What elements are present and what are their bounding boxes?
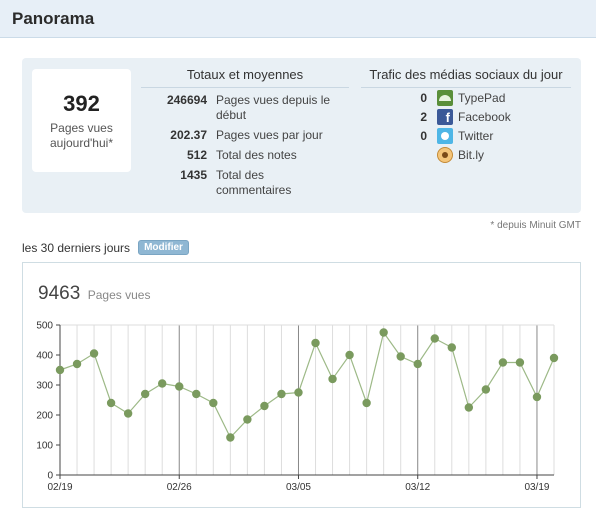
chart-total-value: 9463 bbox=[38, 283, 81, 304]
totals-label-line2: commentaires bbox=[216, 183, 292, 197]
data-point bbox=[158, 379, 167, 388]
data-point bbox=[175, 382, 184, 391]
facebook-icon: f bbox=[437, 108, 453, 125]
totals-row: 512 Total des notes bbox=[141, 147, 349, 163]
data-point bbox=[123, 409, 133, 418]
data-point bbox=[379, 328, 388, 337]
totals-label: Pages vues par jour bbox=[216, 128, 323, 142]
data-point bbox=[328, 374, 337, 384]
social-row-typepad: 0 TypePad bbox=[361, 88, 571, 107]
data-point bbox=[89, 349, 99, 358]
totals-row: 246694 Pages vues depuis le début bbox=[141, 92, 349, 123]
data-point bbox=[192, 389, 201, 399]
x-tick-label: 02/19 bbox=[47, 482, 72, 493]
today-views-label-line1: Pages vues bbox=[50, 121, 113, 135]
data-point bbox=[396, 352, 405, 361]
social-label: Bit.ly bbox=[458, 147, 485, 162]
date-range-label: les 30 derniers jours bbox=[22, 240, 131, 255]
stats-panel: 392 Pages vues aujourd'hui* Totaux et mo… bbox=[22, 58, 581, 213]
totals-title: Totaux et moyennes bbox=[141, 67, 349, 88]
data-point bbox=[277, 389, 286, 399]
data-point bbox=[311, 338, 320, 348]
chart-total: 9463 Pages vues bbox=[38, 283, 150, 305]
y-tick-label: 300 bbox=[36, 381, 53, 392]
data-point bbox=[72, 359, 82, 369]
data-point bbox=[481, 385, 491, 394]
totals-row: 202.37 Pages vues par jour bbox=[141, 127, 349, 143]
x-tick-label: 03/12 bbox=[405, 482, 430, 493]
social-row-twitter: 0 Twitter bbox=[361, 126, 571, 145]
page-title: Panorama bbox=[12, 9, 95, 28]
social-row-facebook: 2 f Facebook bbox=[361, 107, 571, 126]
y-tick-label: 400 bbox=[36, 351, 53, 362]
social-label: Facebook bbox=[458, 109, 511, 124]
twitter-icon bbox=[437, 127, 453, 144]
timezone-footnote: * depuis Minuit GMT bbox=[490, 220, 581, 231]
data-point bbox=[106, 398, 116, 408]
x-tick-label: 02/26 bbox=[167, 482, 192, 493]
today-views-label: Pages vues aujourd'hui* bbox=[32, 121, 131, 151]
totals-label: Total des commentaires bbox=[216, 167, 344, 198]
data-point bbox=[549, 353, 559, 363]
date-range-bar: les 30 derniers jours Modifier bbox=[22, 240, 189, 255]
totals-label-line1: Total des bbox=[216, 168, 265, 182]
y-tick-label: 0 bbox=[47, 471, 53, 482]
data-point bbox=[532, 392, 542, 402]
social-label: TypePad bbox=[458, 90, 506, 105]
totals-value: 202.37 bbox=[170, 128, 207, 142]
data-point bbox=[498, 358, 508, 367]
data-point bbox=[226, 433, 235, 442]
data-point bbox=[362, 398, 371, 408]
totals-value: 512 bbox=[186, 148, 207, 162]
data-point bbox=[209, 398, 218, 408]
pageviews-line-chart: 0 100 200 300 400 500 02/19 02/26 03/05 03/12 03/1… bbox=[36, 321, 559, 493]
today-views-box: 392 Pages vues aujourd'hui* bbox=[32, 69, 131, 172]
data-point bbox=[345, 350, 354, 360]
y-tick-label: 500 bbox=[36, 321, 53, 332]
chart-total-unit: Pages vues bbox=[87, 288, 151, 302]
today-views-value: 392 bbox=[63, 91, 100, 116]
data-point bbox=[294, 388, 303, 397]
data-point bbox=[430, 334, 439, 343]
totals-row: 1435 Total des commentaires bbox=[141, 167, 349, 198]
totals-value: 246694 bbox=[166, 93, 207, 107]
data-point bbox=[140, 389, 150, 399]
social-traffic-section: Trafic des médias sociaux du jour 0 Type… bbox=[361, 67, 571, 164]
totals-value: 1435 bbox=[180, 168, 207, 182]
data-point bbox=[515, 358, 525, 367]
social-row-bitly: Bit.ly bbox=[361, 145, 571, 164]
totals-section: Totaux et moyennes 246694 Pages vues dep… bbox=[141, 67, 349, 198]
totals-label: Pages vues depuis le début bbox=[216, 92, 344, 123]
data-point bbox=[243, 415, 252, 424]
totals-label-line1: Pages vues depuis le bbox=[216, 93, 331, 107]
modify-range-button[interactable]: Modifier bbox=[138, 240, 189, 255]
social-count: 2 bbox=[420, 109, 427, 124]
social-count: 0 bbox=[420, 128, 427, 143]
panorama-header: Panorama bbox=[0, 0, 596, 38]
data-point bbox=[464, 403, 474, 412]
totals-label: Total des notes bbox=[216, 148, 297, 162]
data-point bbox=[260, 401, 269, 411]
pageviews-chart-box: 9463 Pages vues 0 100 200 300 400 500 02/19 02/… bbox=[22, 262, 581, 508]
data-point bbox=[413, 359, 422, 369]
bitly-icon bbox=[437, 146, 453, 163]
data-point bbox=[55, 365, 65, 375]
social-label: Twitter bbox=[458, 128, 494, 143]
y-tick-label: 100 bbox=[36, 441, 53, 452]
x-tick-label: 03/19 bbox=[524, 482, 549, 493]
y-tick-label: 200 bbox=[36, 411, 53, 422]
series-line bbox=[59, 331, 555, 439]
today-views-label-line2: aujourd'hui* bbox=[49, 136, 113, 150]
social-count: 0 bbox=[420, 90, 427, 105]
typepad-icon bbox=[437, 89, 453, 106]
totals-label-line2: début bbox=[216, 108, 247, 122]
data-point bbox=[447, 343, 456, 352]
x-tick-label: 03/05 bbox=[286, 482, 311, 493]
social-title: Trafic des médias sociaux du jour bbox=[361, 67, 571, 88]
